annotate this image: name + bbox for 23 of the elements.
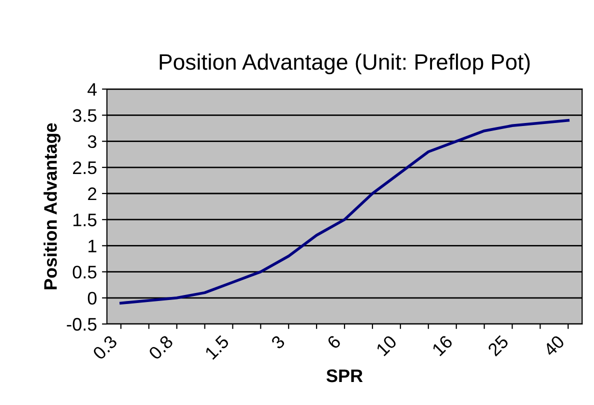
x-tick-label: 0.8: [148, 334, 174, 360]
y-axis-title: Position Advantage: [44, 123, 61, 290]
y-tick-label: 3: [88, 135, 96, 148]
y-tick-label: 0: [88, 292, 96, 305]
x-tick-label: 16: [432, 334, 454, 356]
y-tick-label: 3.5: [72, 109, 96, 122]
y-tick-label: 1: [88, 240, 96, 252]
y-tick-label: 2: [88, 187, 96, 200]
x-axis-title: SPR: [326, 369, 363, 382]
y-tick-label: 2.5: [73, 161, 96, 174]
x-tick-label: 0.3: [92, 334, 118, 360]
x-tick-label: 25: [487, 334, 510, 357]
x-tick-label: 40: [542, 334, 566, 358]
chart-title: Position Advantage (Unit: Preflop Pot): [160, 54, 530, 74]
x-tick-label: 10: [376, 334, 398, 356]
y-tick-label: -0.5: [66, 318, 96, 331]
x-tick-label: 1.5: [204, 334, 230, 360]
y-tick-label: 4: [88, 83, 97, 96]
line-series: [120, 119, 570, 305]
x-tick-label: 6: [326, 334, 342, 350]
y-tick-label: 1.5: [73, 214, 96, 226]
x-tick-label: 3: [270, 334, 286, 350]
y-tick-label: 0.5: [72, 266, 96, 279]
